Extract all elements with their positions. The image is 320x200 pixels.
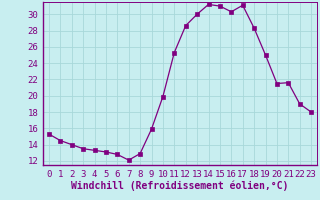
X-axis label: Windchill (Refroidissement éolien,°C): Windchill (Refroidissement éolien,°C) [71, 180, 289, 191]
